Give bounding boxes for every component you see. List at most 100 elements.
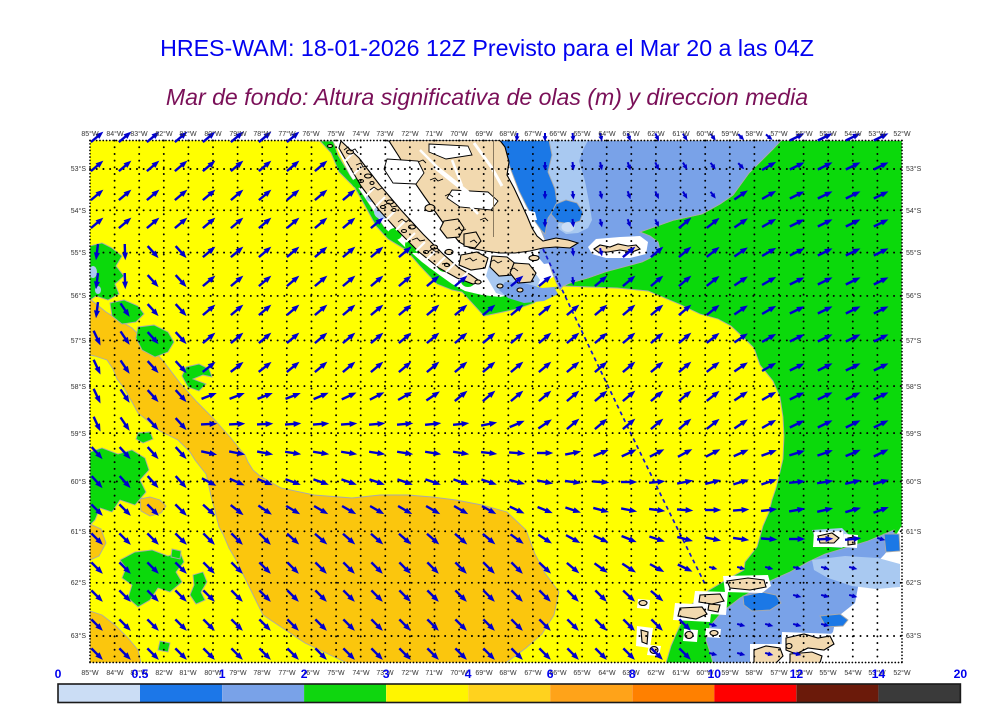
svg-text:84°W: 84°W	[106, 669, 124, 677]
svg-text:0: 0	[55, 667, 62, 681]
svg-text:66°W: 66°W	[549, 669, 567, 677]
svg-text:10: 10	[708, 667, 722, 681]
svg-text:6: 6	[547, 667, 554, 681]
svg-text:61°S: 61°S	[906, 528, 922, 536]
svg-text:54°S: 54°S	[71, 207, 87, 215]
svg-text:60°S: 60°S	[906, 478, 922, 486]
svg-text:69°W: 69°W	[475, 130, 493, 138]
svg-text:4: 4	[465, 667, 472, 681]
svg-text:56°S: 56°S	[71, 292, 87, 300]
svg-text:80°W: 80°W	[204, 130, 222, 138]
svg-text:75°W: 75°W	[327, 130, 345, 138]
svg-text:62°W: 62°W	[647, 130, 665, 138]
svg-text:20: 20	[954, 667, 968, 681]
svg-text:59°W: 59°W	[721, 130, 739, 138]
svg-text:77°W: 77°W	[278, 130, 296, 138]
svg-text:76°W: 76°W	[302, 669, 320, 677]
svg-text:52°W: 52°W	[893, 669, 911, 677]
svg-text:55°S: 55°S	[71, 249, 87, 257]
svg-text:73°W: 73°W	[376, 669, 394, 677]
svg-text:61°W: 61°W	[672, 130, 690, 138]
svg-text:83°W: 83°W	[130, 669, 148, 677]
svg-text:56°W: 56°W	[795, 130, 813, 138]
svg-text:56°S: 56°S	[906, 292, 922, 300]
svg-text:73°W: 73°W	[376, 130, 394, 138]
svg-text:66°W: 66°W	[549, 130, 567, 138]
svg-text:84°W: 84°W	[106, 130, 124, 138]
svg-text:74°W: 74°W	[352, 669, 370, 677]
svg-text:80°W: 80°W	[204, 669, 222, 677]
svg-text:2: 2	[301, 667, 308, 681]
svg-text:67°W: 67°W	[524, 130, 542, 138]
svg-text:59°W: 59°W	[721, 669, 739, 677]
svg-text:65°W: 65°W	[573, 669, 591, 677]
svg-text:82°W: 82°W	[155, 130, 173, 138]
svg-text:85°W: 85°W	[81, 669, 99, 677]
svg-text:55°S: 55°S	[906, 249, 922, 257]
svg-text:3: 3	[383, 667, 390, 681]
svg-text:1: 1	[219, 667, 226, 681]
svg-text:8: 8	[629, 667, 636, 681]
svg-text:60°S: 60°S	[71, 478, 87, 486]
svg-text:63°S: 63°S	[71, 632, 87, 640]
svg-text:68°W: 68°W	[499, 669, 517, 677]
svg-text:54°S: 54°S	[906, 207, 922, 215]
svg-text:Mar de fondo: Altura significa: Mar de fondo: Altura significativa de ol…	[166, 84, 808, 110]
svg-text:53°S: 53°S	[71, 165, 87, 173]
svg-text:55°W: 55°W	[819, 130, 837, 138]
svg-text:81°W: 81°W	[179, 669, 197, 677]
svg-text:62°W: 62°W	[647, 669, 665, 677]
svg-text:68°W: 68°W	[499, 130, 517, 138]
svg-text:70°W: 70°W	[450, 669, 468, 677]
svg-text:61°S: 61°S	[71, 528, 87, 536]
svg-text:74°W: 74°W	[352, 130, 370, 138]
svg-text:58°S: 58°S	[906, 383, 922, 391]
svg-text:53°W: 53°W	[868, 130, 886, 138]
svg-text:56°W: 56°W	[795, 669, 813, 677]
svg-text:59°S: 59°S	[906, 430, 922, 438]
svg-text:72°W: 72°W	[401, 669, 419, 677]
svg-text:75°W: 75°W	[327, 669, 345, 677]
svg-text:59°S: 59°S	[71, 430, 87, 438]
svg-text:58°W: 58°W	[745, 130, 763, 138]
svg-text:65°W: 65°W	[573, 130, 591, 138]
svg-text:53°S: 53°S	[906, 165, 922, 173]
svg-text:57°W: 57°W	[770, 130, 788, 138]
svg-text:12: 12	[790, 667, 804, 681]
svg-text:81°W: 81°W	[179, 130, 197, 138]
svg-text:54°W: 54°W	[844, 669, 862, 677]
svg-text:72°W: 72°W	[401, 130, 419, 138]
svg-text:82°W: 82°W	[155, 669, 173, 677]
svg-text:0.5: 0.5	[132, 667, 149, 681]
svg-text:57°S: 57°S	[906, 337, 922, 345]
svg-text:14: 14	[872, 667, 886, 681]
svg-text:67°W: 67°W	[524, 669, 542, 677]
svg-text:57°S: 57°S	[71, 337, 87, 345]
svg-text:HRES-WAM: 18-01-2026 12Z Previ: HRES-WAM: 18-01-2026 12Z Previsto para e…	[160, 35, 814, 61]
svg-text:58°S: 58°S	[71, 383, 87, 391]
svg-text:64°W: 64°W	[598, 130, 616, 138]
svg-text:55°W: 55°W	[819, 669, 837, 677]
svg-text:78°W: 78°W	[253, 130, 271, 138]
svg-text:71°W: 71°W	[425, 130, 443, 138]
svg-text:79°W: 79°W	[229, 669, 247, 677]
svg-text:79°W: 79°W	[229, 130, 247, 138]
svg-text:71°W: 71°W	[425, 669, 443, 677]
svg-text:78°W: 78°W	[253, 669, 271, 677]
svg-text:57°W: 57°W	[770, 669, 788, 677]
svg-text:54°W: 54°W	[844, 130, 862, 138]
svg-text:70°W: 70°W	[450, 130, 468, 138]
svg-text:60°W: 60°W	[696, 669, 714, 677]
svg-text:85°W: 85°W	[81, 130, 99, 138]
svg-text:76°W: 76°W	[302, 130, 320, 138]
svg-text:62°S: 62°S	[71, 579, 87, 587]
svg-text:53°W: 53°W	[868, 669, 886, 677]
svg-text:77°W: 77°W	[278, 669, 296, 677]
svg-text:52°W: 52°W	[893, 130, 911, 138]
svg-text:83°W: 83°W	[130, 130, 148, 138]
svg-text:62°S: 62°S	[906, 579, 922, 587]
svg-text:61°W: 61°W	[672, 669, 690, 677]
svg-text:63°W: 63°W	[622, 130, 640, 138]
svg-text:63°W: 63°W	[622, 669, 640, 677]
svg-text:58°W: 58°W	[745, 669, 763, 677]
